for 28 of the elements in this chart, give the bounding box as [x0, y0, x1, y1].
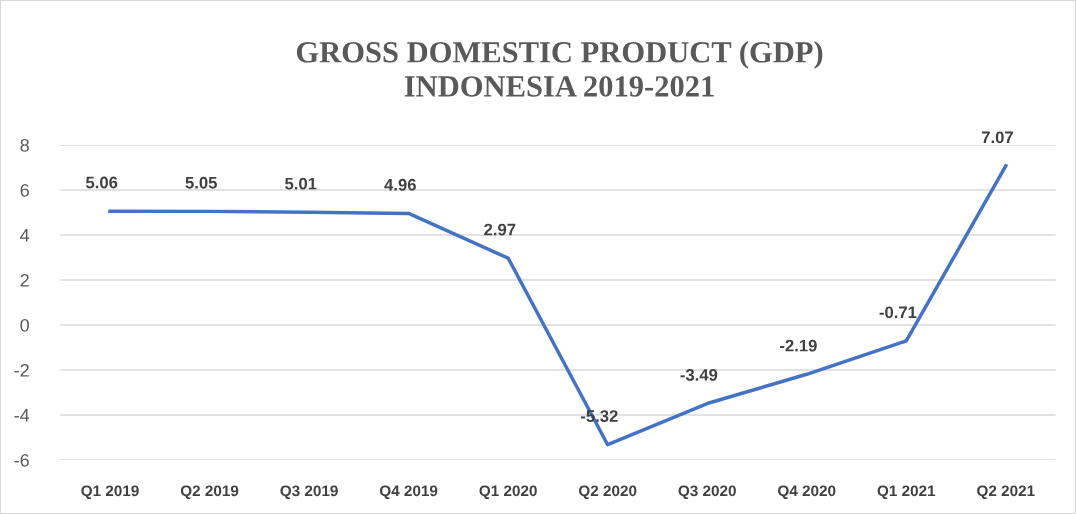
data-label: 5.06 [85, 176, 118, 189]
y-tick-label: -6 [14, 453, 29, 467]
y-tick-label: -2 [14, 363, 29, 377]
x-tick-label: Q2 2019 [180, 485, 239, 500]
y-tick-label: -4 [14, 409, 30, 422]
x-tick-label: Q1 2020 [479, 485, 537, 500]
y-tick-label: 4 [20, 229, 30, 242]
x-tick-label: Q2 2020 [579, 485, 637, 500]
chart-title: GROSS DOMESTIC PRODUCT (GDP) INDONESIA 2019-2021 [296, 41, 823, 97]
x-tick-label: Q3 2020 [678, 485, 736, 500]
y-tick-label: 0 [20, 318, 29, 332]
x-tick-label: Q1 2019 [81, 485, 139, 500]
data-label: -2.19 [780, 339, 817, 352]
x-tick-label: Q3 2019 [280, 485, 338, 500]
y-tick-label: 8 [20, 138, 29, 152]
y-tick-label: 2 [20, 273, 29, 287]
data-label: -0.71 [879, 306, 917, 319]
x-tick-label: Q4 2019 [379, 485, 438, 500]
data-label: 2.97 [484, 223, 516, 236]
x-tick-label: Q4 2020 [778, 485, 836, 500]
data-label: 4.96 [384, 178, 416, 191]
data-label: 5.05 [185, 176, 217, 189]
x-tick-label: Q1 2021 [877, 485, 936, 500]
x-tick-label: Q2 2021 [977, 485, 1035, 500]
y-tick-label: 6 [20, 183, 29, 197]
data-label: 5.01 [285, 177, 317, 190]
data-label: 7.07 [981, 131, 1013, 144]
data-label: -3.49 [680, 368, 718, 381]
